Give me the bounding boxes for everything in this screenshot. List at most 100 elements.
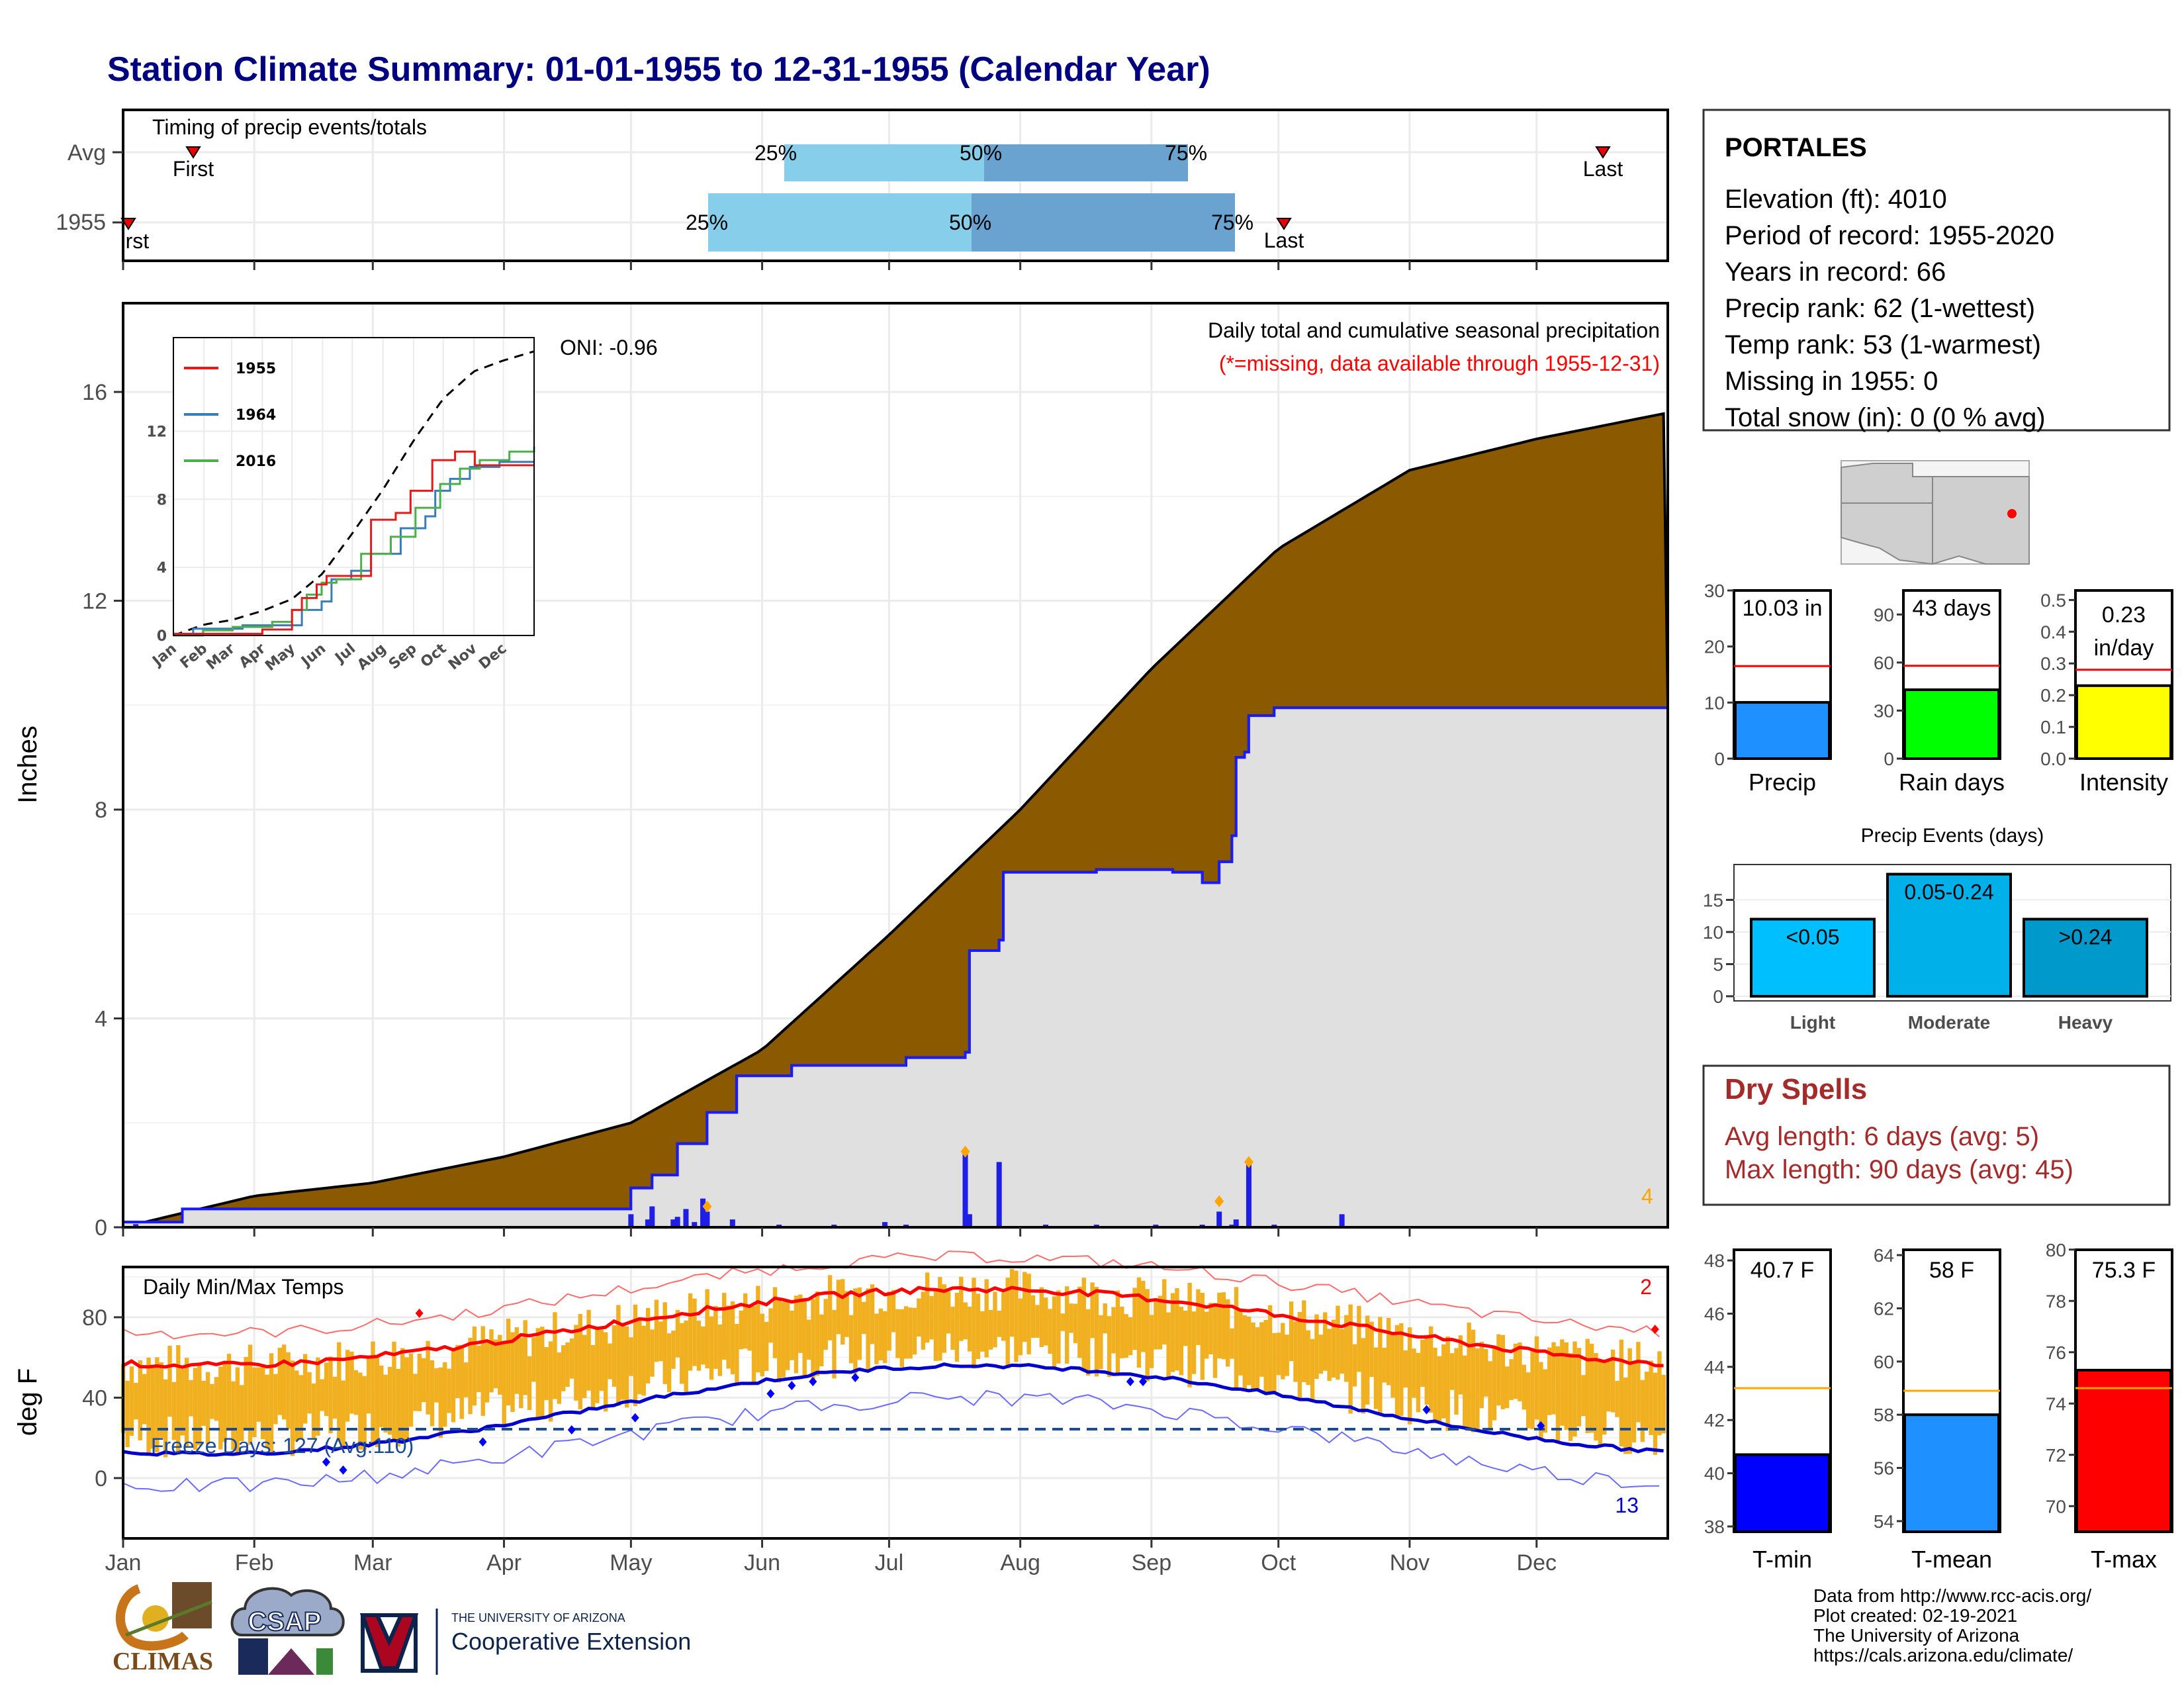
daily-precip-bar [645,1219,651,1227]
daily-temp-bar [1044,1297,1048,1346]
daily-precip-bar [966,1214,972,1227]
daily-temp-bar [392,1341,396,1442]
daily-temp-bar [553,1312,557,1399]
daily-temp-bar [463,1362,469,1397]
daily-temp-bar [1230,1328,1234,1359]
daily-temp-bar [240,1385,244,1442]
dry-spells-avg: Avg length: 6 days (avg: 5) [1725,1122,2039,1151]
mini-bar-tick: 30 [1704,581,1725,601]
daily-temp-bar [159,1362,163,1438]
daily-temp-bar [1479,1342,1484,1409]
daily-temp-bar [1060,1313,1065,1331]
month-label: Apr [486,1550,522,1575]
daily-temp-bar [142,1374,147,1425]
daily-temp-bar [637,1317,642,1395]
daily-temp-bar [1212,1303,1218,1378]
timing-row-avg: Avg [68,140,106,165]
daily-temp-bar [1187,1282,1192,1387]
daily-temp-bar [1246,1317,1251,1385]
daily-temp-bar [1488,1361,1492,1430]
station-info-line: Years in record: 66 [1725,258,1946,287]
map-region [1841,463,2030,565]
precip-ytick: 12 [82,589,107,614]
temp-mini-tick: 44 [1704,1357,1725,1378]
daily-temp-bar [785,1300,790,1370]
daily-temp-bar [193,1368,198,1450]
daily-temp-bar [345,1350,350,1422]
temp-mini-label: T-min [1752,1546,1812,1573]
avg-q75-label: 75% [1165,141,1207,165]
month-label: Jan [105,1550,142,1575]
record-low-marker [322,1457,330,1467]
station-box [1702,109,2171,432]
temp-mini-tick: 64 [1874,1245,1894,1266]
avg-first-label: First [173,157,214,181]
daily-temp-bar [620,1326,625,1400]
avg-precip-area [122,703,1669,1229]
daily-temp-bar [295,1370,299,1441]
daily-temp-bar [1589,1344,1594,1433]
daily-temp-bar [1500,1335,1506,1409]
daily-temp-bar [277,1348,282,1415]
y1955-q50-label: 50% [949,211,991,234]
daily-temp-bar [1649,1360,1653,1435]
daily-temp-bar [844,1291,849,1337]
daily-temp-bar [819,1314,824,1367]
daily-temp-bar [1340,1329,1345,1374]
station-info-line: Elevation (ft): 4010 [1725,185,1947,214]
y1955-last-label: Last [1264,228,1304,252]
events-bars: 0 5 10 15 <0.05 Light 0.05-0.24 Moderate >0.24 He… [1703,872,2171,1033]
daily-temp-bar [781,1301,786,1378]
daily-temp-bar [976,1293,981,1359]
freeze-days-label: Freeze Days: 127 (Avg:110) [151,1434,414,1458]
daily-temp-bar [1433,1348,1437,1424]
daily-temp-bar [1513,1343,1518,1399]
event-bar-text: >0.24 [2059,925,2113,949]
event-bar-label: Heavy [2058,1012,2113,1033]
daily-temp-bar [400,1348,405,1442]
daily-temp-bar [972,1278,976,1369]
y1955-q25-label: 25% [686,211,728,234]
daily-temp-bar [1525,1372,1531,1429]
daily-temp-bar [950,1306,955,1350]
inset-legend-label: 1955 [236,361,276,377]
daily-temp-bar [1272,1333,1277,1393]
mini-bar-tick: 0.5 [2040,590,2066,610]
daily-temp-bar [929,1295,934,1340]
inset-2016-line [173,446,535,637]
mini-bar-tick: 0 [1884,749,1894,769]
daily-temp-bar [214,1377,219,1421]
ua-extension-text: Cooperative Extension [451,1628,691,1655]
daily-temp-bar [548,1341,553,1422]
daily-temp-bar [794,1295,799,1374]
daily-temp-bar [1390,1333,1395,1398]
daily-temp-bar [366,1355,371,1414]
daily-temp-bar [1293,1321,1298,1382]
daily-temp-bar [713,1305,718,1369]
daily-temp-bar [1471,1329,1476,1432]
mini-bar-tick: 0.2 [2040,685,2066,706]
daily-temp-bar [735,1323,739,1385]
daily-temp-bar [1492,1346,1497,1421]
daily-temp-bar [1297,1311,1302,1399]
daily-temp-bar [244,1356,248,1431]
daily-temp-bar [1132,1288,1137,1350]
daily-temp-bar [1166,1312,1171,1377]
daily-temp-bar [1598,1361,1603,1445]
temp-panel-frame [122,1266,1669,1540]
daily-temp-bar [1085,1309,1091,1376]
event-bar-text: 0.05-0.24 [1904,880,1993,904]
y1955-last-marker [1276,218,1292,230]
mini-bar-tick: 30 [1874,700,1894,721]
daily-temp-bar [1496,1334,1501,1406]
daily-temp-bar [887,1291,891,1351]
daily-temp-bar [984,1279,989,1358]
daily-precip-bar [962,1154,968,1227]
daily-temp-bar [1009,1268,1015,1337]
station-location-dot [2007,509,2017,518]
daily-temp-bar [468,1338,473,1415]
daily-temp-bar [1175,1288,1179,1371]
month-label: Sep [1132,1550,1172,1575]
daily-temp-bar [150,1364,156,1449]
